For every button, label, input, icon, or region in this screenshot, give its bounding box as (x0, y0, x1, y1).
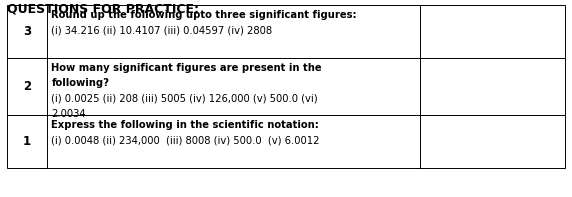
Text: QUESTIONS FOR PRACTICE:: QUESTIONS FOR PRACTICE: (7, 3, 199, 16)
Text: Round up the following upto three significant figures:: Round up the following upto three signif… (51, 10, 357, 20)
Text: (i) 0.0048 (ii) 234,000  (iii) 8008 (iv) 500.0  (v) 6.0012: (i) 0.0048 (ii) 234,000 (iii) 8008 (iv) … (51, 136, 320, 146)
Text: following?: following? (51, 78, 109, 88)
Text: 3: 3 (23, 25, 31, 38)
Bar (7, 5, 565, 168)
Text: 2.0034: 2.0034 (51, 109, 86, 119)
Text: (i) 0.0025 (ii) 208 (iii) 5005 (iv) 126,000 (v) 500.0 (vi): (i) 0.0025 (ii) 208 (iii) 5005 (iv) 126,… (51, 94, 318, 104)
Text: (i) 34.216 (ii) 10.4107 (iii) 0.04597 (iv) 2808: (i) 34.216 (ii) 10.4107 (iii) 0.04597 (i… (51, 25, 273, 35)
Text: How many significant figures are present in the: How many significant figures are present… (51, 63, 322, 73)
Text: 2: 2 (23, 80, 31, 93)
Text: 1: 1 (23, 135, 31, 148)
Text: Express the following in the scientific notation:: Express the following in the scientific … (51, 120, 319, 130)
